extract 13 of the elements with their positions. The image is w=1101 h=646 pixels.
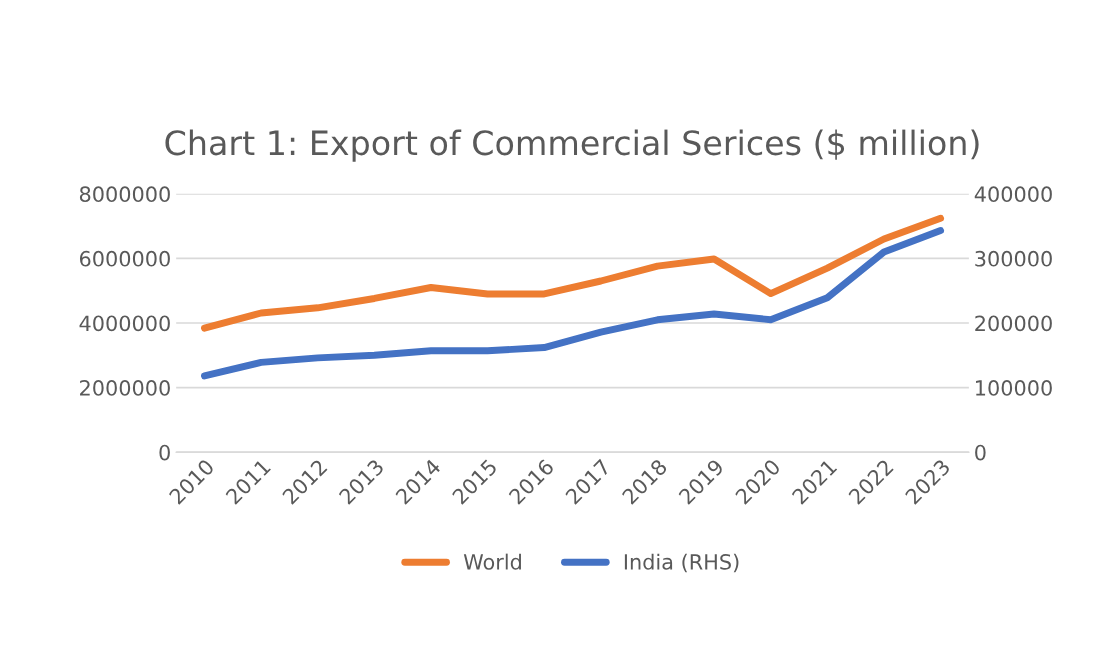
legend-label: World — [463, 553, 521, 570]
y2-tick-label: 200000 — [975, 315, 1052, 332]
y-tick-label: 8000000 — [79, 186, 170, 203]
chart-title: Chart 1: Export of Commercial Serices ($ million) — [165, 129, 979, 162]
y-tick-label: 4000000 — [79, 315, 170, 332]
y-tick-label: 6000000 — [79, 250, 170, 267]
legend-label: India (RHS) — [624, 553, 739, 573]
y2-tick-label: 400000 — [974, 186, 1052, 203]
y2-tick-label: 300000 — [975, 250, 1052, 267]
y-tick-label: 0 — [159, 444, 170, 461]
y2-tick-label: 0 — [975, 444, 986, 461]
y-tick-label: 2000000 — [80, 380, 170, 396]
y2-tick-label: 100000 — [976, 380, 1052, 396]
